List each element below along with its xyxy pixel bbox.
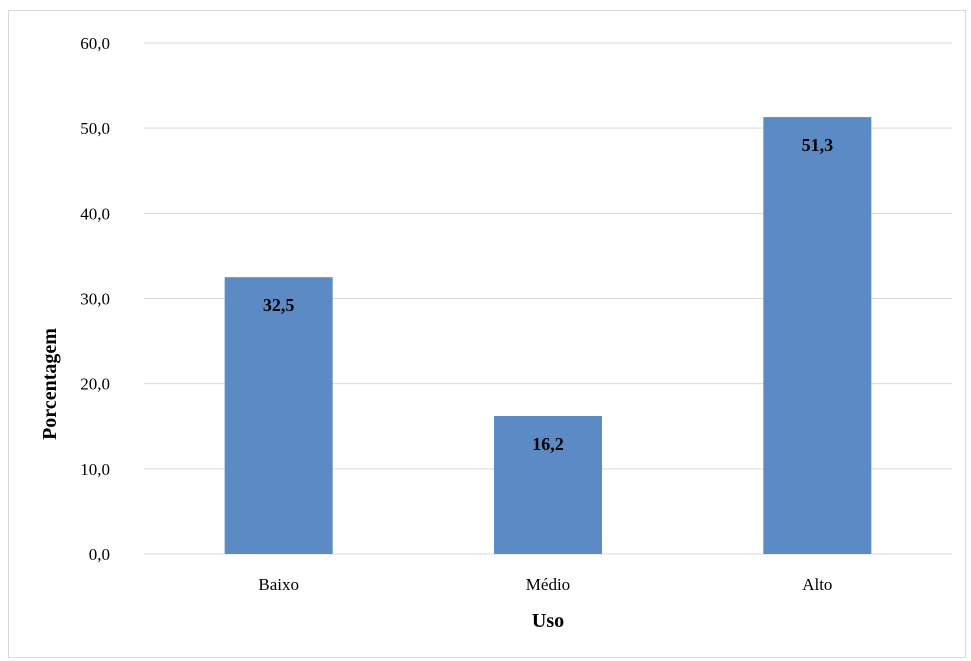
bar-baixo — [224, 277, 333, 554]
x-axis-ticks: Baixo Médio Alto — [258, 575, 832, 594]
data-label: 51,3 — [802, 135, 834, 155]
x-tick-label: Médio — [526, 575, 570, 594]
y-tick-label: 60,0 — [80, 34, 110, 53]
bars: 32,5 16,2 51,3 — [224, 117, 872, 554]
data-label: 16,2 — [532, 434, 564, 454]
y-tick-label: 40,0 — [80, 204, 110, 223]
y-tick-label: 50,0 — [80, 119, 110, 138]
y-tick-label: 0,0 — [89, 545, 110, 564]
bar-médio — [494, 416, 602, 554]
y-axis-ticks: 0,0 10,0 20,0 30,0 40,0 50,0 60,0 — [80, 34, 110, 564]
y-axis-title: Porcentagem — [39, 328, 61, 440]
y-tick-label: 10,0 — [80, 460, 110, 479]
x-axis-title: Uso — [532, 610, 564, 632]
data-label: 32,5 — [263, 295, 295, 315]
bar-alto — [763, 117, 872, 554]
y-tick-label: 30,0 — [80, 290, 110, 309]
x-tick-label: Baixo — [258, 575, 299, 594]
x-tick-label: Alto — [802, 575, 832, 594]
y-tick-label: 20,0 — [80, 375, 110, 394]
